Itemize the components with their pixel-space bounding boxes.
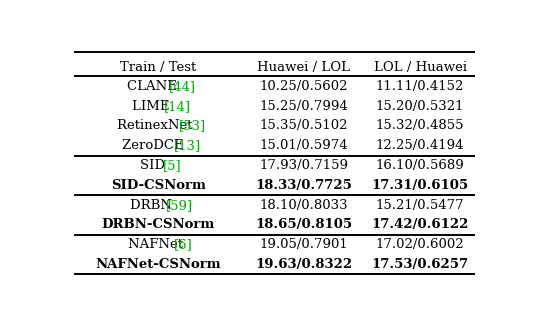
Text: NAFNet: NAFNet (128, 238, 188, 251)
Text: [14]: [14] (164, 100, 191, 113)
Text: 12.25/0.4194: 12.25/0.4194 (376, 139, 464, 152)
Text: SID-CSNorm: SID-CSNorm (111, 179, 206, 192)
Text: ZeroDCE: ZeroDCE (122, 139, 188, 152)
Text: LIME: LIME (132, 100, 174, 113)
Text: 17.02/0.6002: 17.02/0.6002 (376, 238, 464, 251)
Text: 15.25/0.7994: 15.25/0.7994 (259, 100, 348, 113)
Text: 10.25/0.5602: 10.25/0.5602 (259, 80, 348, 93)
Text: 19.63/0.8322: 19.63/0.8322 (255, 258, 352, 271)
Text: 17.31/0.6105: 17.31/0.6105 (371, 179, 468, 192)
Text: 17.42/0.6122: 17.42/0.6122 (371, 218, 469, 231)
Text: 17.53/0.6257: 17.53/0.6257 (371, 258, 468, 271)
Text: 15.32/0.4855: 15.32/0.4855 (376, 120, 464, 133)
Text: 15.21/0.5477: 15.21/0.5477 (376, 199, 464, 212)
Text: [13]: [13] (174, 139, 200, 152)
Text: CLANE: CLANE (127, 80, 181, 93)
Text: DRBN: DRBN (130, 199, 176, 212)
Text: 18.65/0.8105: 18.65/0.8105 (255, 218, 352, 231)
Text: 11.11/0.4152: 11.11/0.4152 (376, 80, 464, 93)
Text: [5]: [5] (162, 159, 181, 172)
Text: DRBN-CSNorm: DRBN-CSNorm (102, 218, 215, 231)
Text: 16.10/0.5689: 16.10/0.5689 (376, 159, 465, 172)
Text: Huawei / LOL: Huawei / LOL (257, 60, 351, 73)
Text: [59]: [59] (166, 199, 193, 212)
Text: 15.01/0.5974: 15.01/0.5974 (259, 139, 348, 152)
Text: 19.05/0.7901: 19.05/0.7901 (259, 238, 348, 251)
Text: NAFNet-CSNorm: NAFNet-CSNorm (95, 258, 221, 271)
Text: [44]: [44] (169, 80, 196, 93)
Text: SID: SID (140, 159, 169, 172)
Text: 17.93/0.7159: 17.93/0.7159 (259, 159, 348, 172)
Text: [53]: [53] (179, 120, 206, 133)
Text: RetinexNet: RetinexNet (117, 120, 197, 133)
Text: 18.33/0.7725: 18.33/0.7725 (255, 179, 352, 192)
Text: 18.10/0.8033: 18.10/0.8033 (259, 199, 348, 212)
Text: 15.20/0.5321: 15.20/0.5321 (376, 100, 464, 113)
Text: 15.35/0.5102: 15.35/0.5102 (259, 120, 348, 133)
Text: LOL / Huawei: LOL / Huawei (374, 60, 467, 73)
Text: Train / Test: Train / Test (120, 60, 197, 73)
Text: [6]: [6] (174, 238, 193, 251)
